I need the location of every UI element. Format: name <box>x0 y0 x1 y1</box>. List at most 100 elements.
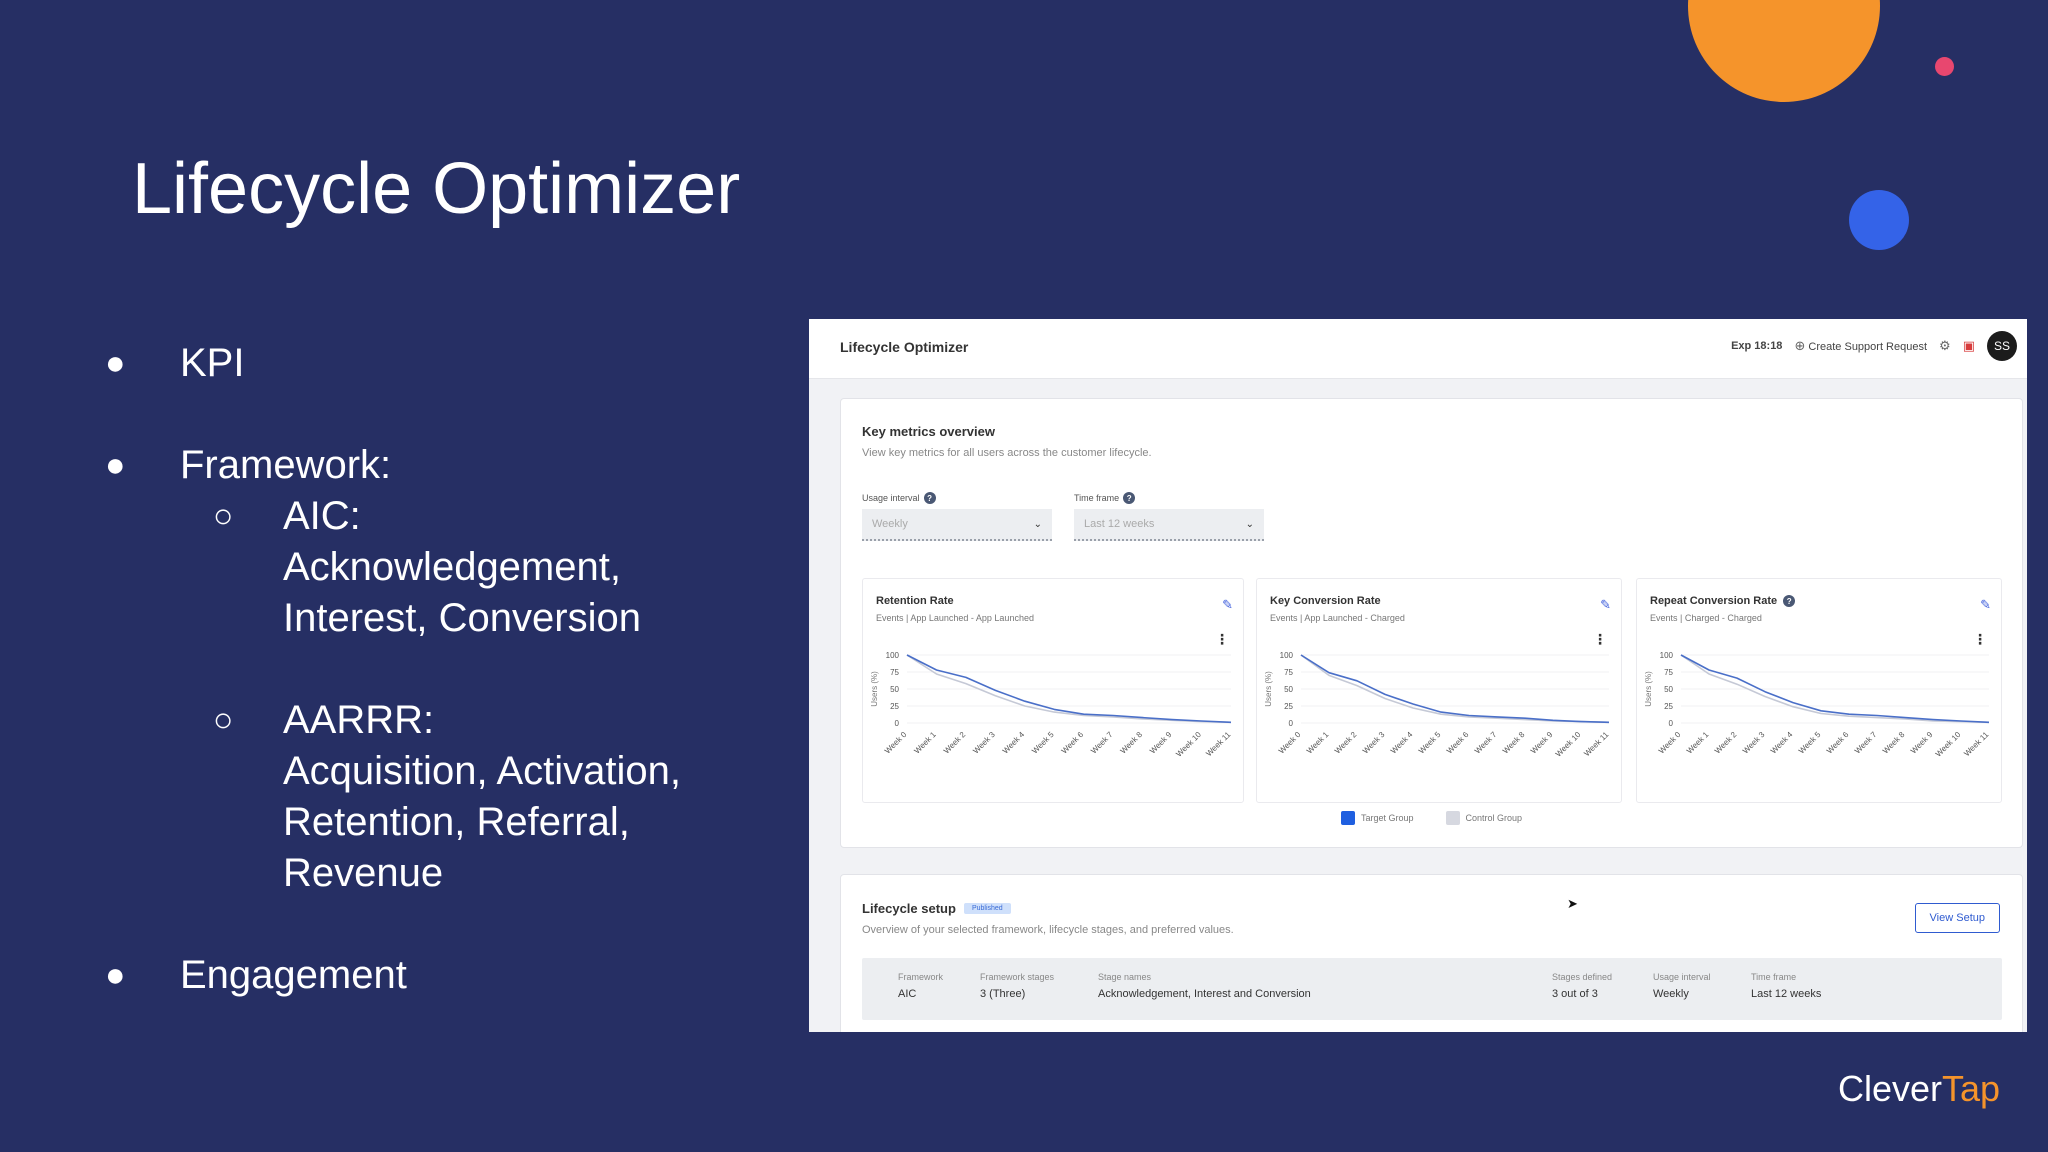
bullet-dot-icon: ● <box>105 446 126 484</box>
sub-bullet-line: AIC: <box>283 494 361 538</box>
y-tick-label: 50 <box>1284 685 1293 694</box>
edit-icon[interactable]: ✎ <box>1600 597 1611 612</box>
x-tick-label: Week 10 <box>1554 730 1583 759</box>
usage-interval-select[interactable]: Weekly ⌄ <box>862 509 1052 541</box>
x-tick-label: Week 2 <box>942 730 968 756</box>
header-actions: Exp 18:18 ⊕ Create Support Request ⚙ ▣ S… <box>1731 331 2017 361</box>
more-menu-icon[interactable]: ⋮ <box>1973 631 1987 647</box>
key-metrics-card: Key metrics overview View key metrics fo… <box>840 398 2023 848</box>
x-tick-label: Week 9 <box>1529 730 1555 756</box>
chart-title: Retention Rate <box>876 595 954 607</box>
sub-bullet-aarrr: ○ AARRR: Acquisition, Activation, Retent… <box>105 695 805 899</box>
chart-subtitle: Events | Charged - Charged <box>1650 613 1762 623</box>
y-tick-label: 100 <box>886 651 900 660</box>
sub-bullet-line: Acquisition, Activation, <box>283 749 681 793</box>
time-frame-value: Last 12 weeks <box>1084 518 1155 530</box>
chart-title-text: Retention Rate <box>876 595 954 607</box>
col-time-frame: Time frame Last 12 weeks <box>1751 972 1821 1000</box>
chart-title: Key Conversion Rate <box>1270 595 1381 607</box>
decorative-blue-circle <box>1849 190 1909 250</box>
col-value: 3 out of 3 <box>1552 988 1598 1000</box>
col-value: Last 12 weeks <box>1751 988 1822 1000</box>
bullet-engagement: ● Engagement <box>105 950 805 1001</box>
bullet-dot-icon: ● <box>105 344 126 382</box>
edit-icon[interactable]: ✎ <box>1980 597 1991 612</box>
legend-control[interactable]: Control Group <box>1445 811 1522 825</box>
time-frame-label-text: Time frame <box>1074 493 1120 503</box>
bullet-label: KPI <box>180 341 245 385</box>
x-tick-label: Week 10 <box>1174 730 1203 759</box>
x-tick-label: Week 3 <box>1361 730 1387 756</box>
x-tick-label: Week 0 <box>1657 730 1683 756</box>
time-frame-label: Time frame ? <box>1074 492 1136 504</box>
col-value: 3 (Three) <box>980 988 1026 1000</box>
col-header: Time frame <box>1751 972 1797 982</box>
bullet-label: Engagement <box>180 953 407 997</box>
y-tick-label: 0 <box>1289 719 1294 728</box>
avatar[interactable]: SS <box>1987 331 2017 361</box>
decorative-orange-circle <box>1688 0 1880 102</box>
x-tick-label: Week 5 <box>1030 730 1056 756</box>
chart-title-text: Repeat Conversion Rate <box>1650 595 1778 607</box>
view-setup-button[interactable]: View Setup <box>1914 903 2000 933</box>
chart-legend: Target Group Control Group <box>841 811 2022 825</box>
chart-subtitle: Events | App Launched - Charged <box>1270 613 1405 623</box>
lifecycle-setup-card: Lifecycle setup Published Overview of yo… <box>840 874 2023 1032</box>
chart-title-text: Key Conversion Rate <box>1270 595 1381 607</box>
more-menu-icon[interactable]: ⋮ <box>1593 631 1607 647</box>
y-axis-label: Users (%) <box>1644 671 1653 707</box>
more-menu-icon[interactable]: ⋮ <box>1215 631 1229 647</box>
chart-subtitle: Events | App Launched - App Launched <box>876 613 1034 623</box>
x-tick-label: Week 1 <box>1305 730 1331 756</box>
x-tick-label: Week 0 <box>1277 730 1303 756</box>
bullet-kpi: ● KPI <box>105 338 805 389</box>
x-tick-label: Week 2 <box>1333 730 1359 756</box>
sub-bullet-ring-icon: ○ <box>213 701 234 739</box>
legend-target[interactable]: Target Group <box>1340 811 1414 825</box>
sub-bullet-line: Retention, Referral, <box>283 800 630 844</box>
col-stages-defined: Stages defined 3 out of 3 <box>1552 972 1612 1000</box>
usage-interval-label: Usage interval ? <box>862 492 936 504</box>
series-line <box>1300 654 1610 724</box>
x-tick-label: Week 1 <box>912 730 938 756</box>
support-label: Create Support Request <box>1808 341 1928 353</box>
sub-bullet-line: Acknowledgement, <box>283 545 621 589</box>
x-tick-label: Week 0 <box>883 730 909 756</box>
app-title: Lifecycle Optimizer <box>840 339 969 355</box>
col-header: Usage interval <box>1653 972 1711 982</box>
x-tick-label: Week 4 <box>1001 730 1027 756</box>
lifebuoy-icon: ⊕ <box>1794 338 1806 353</box>
col-header: Stage names <box>1098 972 1152 982</box>
repeat-conversion-rate-chart: Repeat Conversion Rate ? Events | Charge… <box>1636 578 2002 803</box>
help-icon[interactable]: ? <box>1123 492 1136 504</box>
y-tick-label: 100 <box>1660 651 1674 660</box>
x-tick-label: Week 8 <box>1881 730 1907 756</box>
exp-timer: Exp 18:18 <box>1731 340 1783 352</box>
time-frame-select[interactable]: Last 12 weeks ⌄ <box>1074 509 1264 541</box>
help-icon[interactable]: ? <box>923 492 936 504</box>
col-value: Acknowledgement, Interest and Conversion <box>1098 988 1311 1000</box>
legend-swatch-target <box>1340 811 1355 825</box>
legend-label: Target Group <box>1360 813 1414 823</box>
x-tick-label: Week 9 <box>1909 730 1935 756</box>
x-tick-label: Week 1 <box>1685 730 1711 756</box>
x-tick-label: Week 4 <box>1389 730 1415 756</box>
x-tick-label: Week 4 <box>1769 730 1795 756</box>
sub-bullet-line: Interest, Conversion <box>283 596 641 640</box>
x-tick-label: Week 11 <box>1582 730 1611 759</box>
gift-icon[interactable]: ▣ <box>1962 338 1975 353</box>
y-tick-label: 0 <box>895 719 900 728</box>
x-tick-label: Week 11 <box>1204 730 1233 759</box>
slide-title: Lifecycle Optimizer <box>132 149 741 229</box>
help-icon[interactable]: ? <box>1783 595 1796 607</box>
settings-icon[interactable]: ⚙ <box>1939 338 1951 353</box>
sub-bullet-ring-icon: ○ <box>213 497 234 535</box>
brand-tap: Tap <box>1942 1068 2001 1109</box>
col-header: Framework <box>898 972 944 982</box>
col-usage-interval: Usage interval Weekly <box>1653 972 1711 1000</box>
edit-icon[interactable]: ✎ <box>1222 597 1233 612</box>
y-tick-label: 50 <box>890 685 899 694</box>
x-tick-label: Week 2 <box>1713 730 1739 756</box>
y-tick-label: 25 <box>1284 702 1293 711</box>
support-link[interactable]: ⊕ Create Support Request <box>1794 338 1927 354</box>
